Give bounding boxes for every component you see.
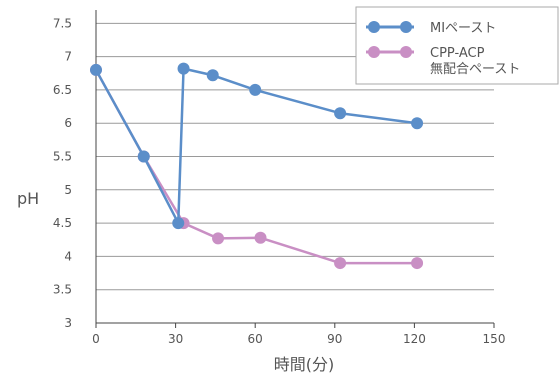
legend-label-cpp: CPP-ACP 無配合ペースト [430,46,520,77]
data-point [411,257,424,270]
y-tick-label: 6 [64,116,72,130]
x-axis-title: 時間(分) [274,355,335,374]
legend-swatch-dot [368,46,380,58]
legend-label-mi: MIペースト [430,21,496,36]
legend-swatch-dot [400,21,412,33]
axes: 3 3.5 4 4.5 5 5.5 6 6.5 7 7.5 0 30 60 90 120 150 [53,10,506,346]
series-line [94,67,418,225]
x-tick-label: 60 [248,332,263,346]
data-point [334,107,347,120]
y-tick-label: 4.5 [53,216,72,230]
y-tick-label: 7.5 [53,16,72,30]
data-point [90,63,102,76]
legend-label-cpp-line2: 無配合ペースト [430,62,520,77]
legend-box [355,6,559,85]
y-tick-label: 3.5 [53,283,72,297]
x-tick-label: 90 [327,332,342,346]
data-point [334,257,347,270]
legend-swatch-dot [400,46,412,58]
data-point [254,231,267,244]
legend-swatch-dot [368,21,380,33]
legend: MIペースト CPP-ACP 無配合ペースト [355,6,559,85]
x-tick-label: 30 [168,332,183,346]
x-tick-label: 120 [403,332,426,346]
y-tick-label: 4 [64,249,72,263]
data-point [172,217,185,230]
y-tick-label: 7 [64,50,72,64]
data-point [249,83,262,96]
data-point [411,117,424,130]
y-tick-label: 5 [64,183,72,197]
data-point [212,232,225,245]
legend-label-cpp-line1: CPP-ACP [430,46,485,61]
data-point [177,62,190,75]
data-point [206,69,219,82]
x-tick-label: 0 [92,332,100,346]
y-tick-label: 3 [64,316,72,330]
y-axis-title: pH [17,189,39,208]
series-layer [90,62,424,270]
y-tick-label: 5.5 [53,150,72,164]
y-tick-label: 6.5 [53,83,72,97]
data-point [137,150,150,163]
series-0 [90,62,424,230]
x-tick-label: 150 [483,332,506,346]
